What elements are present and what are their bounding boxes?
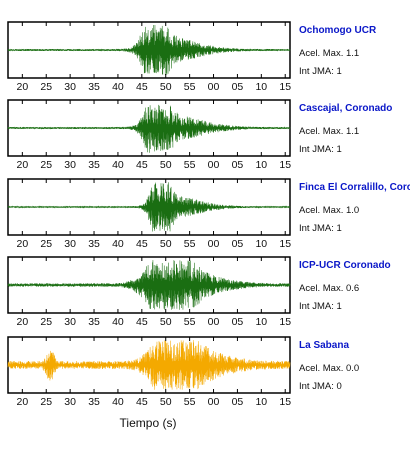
seismogram-panel-1: 20 25 30 35 40 45 50 55 00 05 10 15 Ochomogo UCR Acel… — [7, 21, 377, 93]
x-tick-label: 20 — [16, 238, 28, 250]
acel-max-label: Acel. Max. 1.0 — [299, 205, 359, 216]
x-tick-label: 20 — [16, 396, 28, 408]
x-tick-label: 20 — [16, 81, 28, 93]
x-tick-label: 50 — [160, 316, 172, 328]
x-tick-label: 55 — [184, 81, 196, 93]
x-tick-label: 40 — [112, 81, 124, 93]
x-tick-label: 10 — [255, 238, 267, 250]
seismogram-panel-3: 20 25 30 35 40 45 50 55 00 05 10 15 Finca El Corrali… — [7, 178, 410, 250]
x-tick-label: 50 — [160, 238, 172, 250]
x-tick-label: 25 — [40, 396, 52, 408]
station-name: La Sabana — [299, 340, 349, 351]
x-tick-label: 30 — [64, 159, 76, 171]
x-tick-label: 05 — [232, 81, 244, 93]
x-tick-label: 40 — [112, 159, 124, 171]
seismogram-panel-2: 20 25 30 35 40 45 50 55 00 05 10 15 Cascajal, Corona… — [7, 99, 392, 171]
x-tick-label: 45 — [136, 81, 148, 93]
x-tick-label: 10 — [255, 81, 267, 93]
station-name: Finca El Corralillo, Coronado — [299, 182, 410, 193]
x-tick-label: 10 — [255, 159, 267, 171]
x-tick-label: 40 — [112, 316, 124, 328]
x-tick-label: 05 — [232, 159, 244, 171]
int-jma-label: Int JMA: 0 — [299, 381, 342, 392]
x-tick-label: 10 — [255, 316, 267, 328]
waveform-series — [7, 182, 291, 232]
x-tick-label: 25 — [40, 81, 52, 93]
x-tick-label: 05 — [232, 238, 244, 250]
station-name: ICP-UCR Coronado — [299, 260, 391, 271]
x-tick-label: 15 — [279, 238, 291, 250]
x-tick-label: 50 — [160, 81, 172, 93]
x-tick-label: 10 — [255, 396, 267, 408]
acel-max-label: Acel. Max. 0.6 — [299, 283, 359, 294]
int-jma-label: Int JMA: 1 — [299, 144, 342, 155]
seismogram-panel-5: 20 25 30 35 40 45 50 55 00 05 10 15 La Sabana Acel. M… — [7, 336, 359, 408]
x-tick-label: 55 — [184, 159, 196, 171]
x-tick-label: 20 — [16, 316, 28, 328]
x-tick-label: 20 — [16, 159, 28, 171]
int-jma-label: Int JMA: 1 — [299, 223, 342, 234]
seismogram-panel-4: 20 25 30 35 40 45 50 55 00 05 10 15 ICP-UCR Coronado… — [7, 256, 391, 328]
x-tick-label: 05 — [232, 316, 244, 328]
acel-max-label: Acel. Max. 0.0 — [299, 363, 359, 374]
x-tick-label: 45 — [136, 159, 148, 171]
acel-max-label: Acel. Max. 1.1 — [299, 126, 359, 137]
x-tick-label: 55 — [184, 396, 196, 408]
int-jma-label: Int JMA: 1 — [299, 66, 342, 77]
x-tick-label: 35 — [88, 81, 100, 93]
x-tick-label: 55 — [184, 238, 196, 250]
x-tick-label: 35 — [88, 396, 100, 408]
x-tick-label: 30 — [64, 316, 76, 328]
waveform-series — [7, 340, 291, 390]
x-tick-label: 15 — [279, 159, 291, 171]
waveform-series — [7, 260, 291, 310]
x-tick-label: 25 — [40, 159, 52, 171]
x-tick-label: 00 — [208, 396, 220, 408]
x-tick-label: 00 — [208, 81, 220, 93]
x-tick-label: 50 — [160, 159, 172, 171]
x-tick-label: 35 — [88, 316, 100, 328]
station-name: Ochomogo UCR — [299, 25, 377, 36]
x-tick-label: 45 — [136, 238, 148, 250]
x-tick-label: 35 — [88, 159, 100, 171]
x-tick-label: 00 — [208, 238, 220, 250]
x-tick-label: 45 — [136, 396, 148, 408]
x-tick-label: 55 — [184, 316, 196, 328]
x-tick-label: 25 — [40, 316, 52, 328]
x-tick-label: 40 — [112, 396, 124, 408]
x-tick-label: 15 — [279, 316, 291, 328]
acel-max-label: Acel. Max. 1.1 — [299, 48, 359, 59]
x-tick-label: 30 — [64, 396, 76, 408]
x-tick-label: 00 — [208, 159, 220, 171]
int-jma-label: Int JMA: 1 — [299, 301, 342, 312]
x-tick-label: 30 — [64, 238, 76, 250]
x-tick-label: 25 — [40, 238, 52, 250]
x-tick-label: 05 — [232, 396, 244, 408]
x-tick-label: 30 — [64, 81, 76, 93]
x-tick-label: 00 — [208, 316, 220, 328]
x-tick-label: 15 — [279, 396, 291, 408]
x-axis-title: Tiempo (s) — [120, 416, 177, 430]
x-tick-label: 15 — [279, 81, 291, 93]
waveform-series — [7, 25, 291, 75]
station-name: Cascajal, Coronado — [299, 103, 392, 114]
waveform-series — [7, 104, 291, 153]
x-tick-label: 35 — [88, 238, 100, 250]
x-tick-label: 40 — [112, 238, 124, 250]
x-tick-label: 50 — [160, 396, 172, 408]
x-tick-label: 45 — [136, 316, 148, 328]
